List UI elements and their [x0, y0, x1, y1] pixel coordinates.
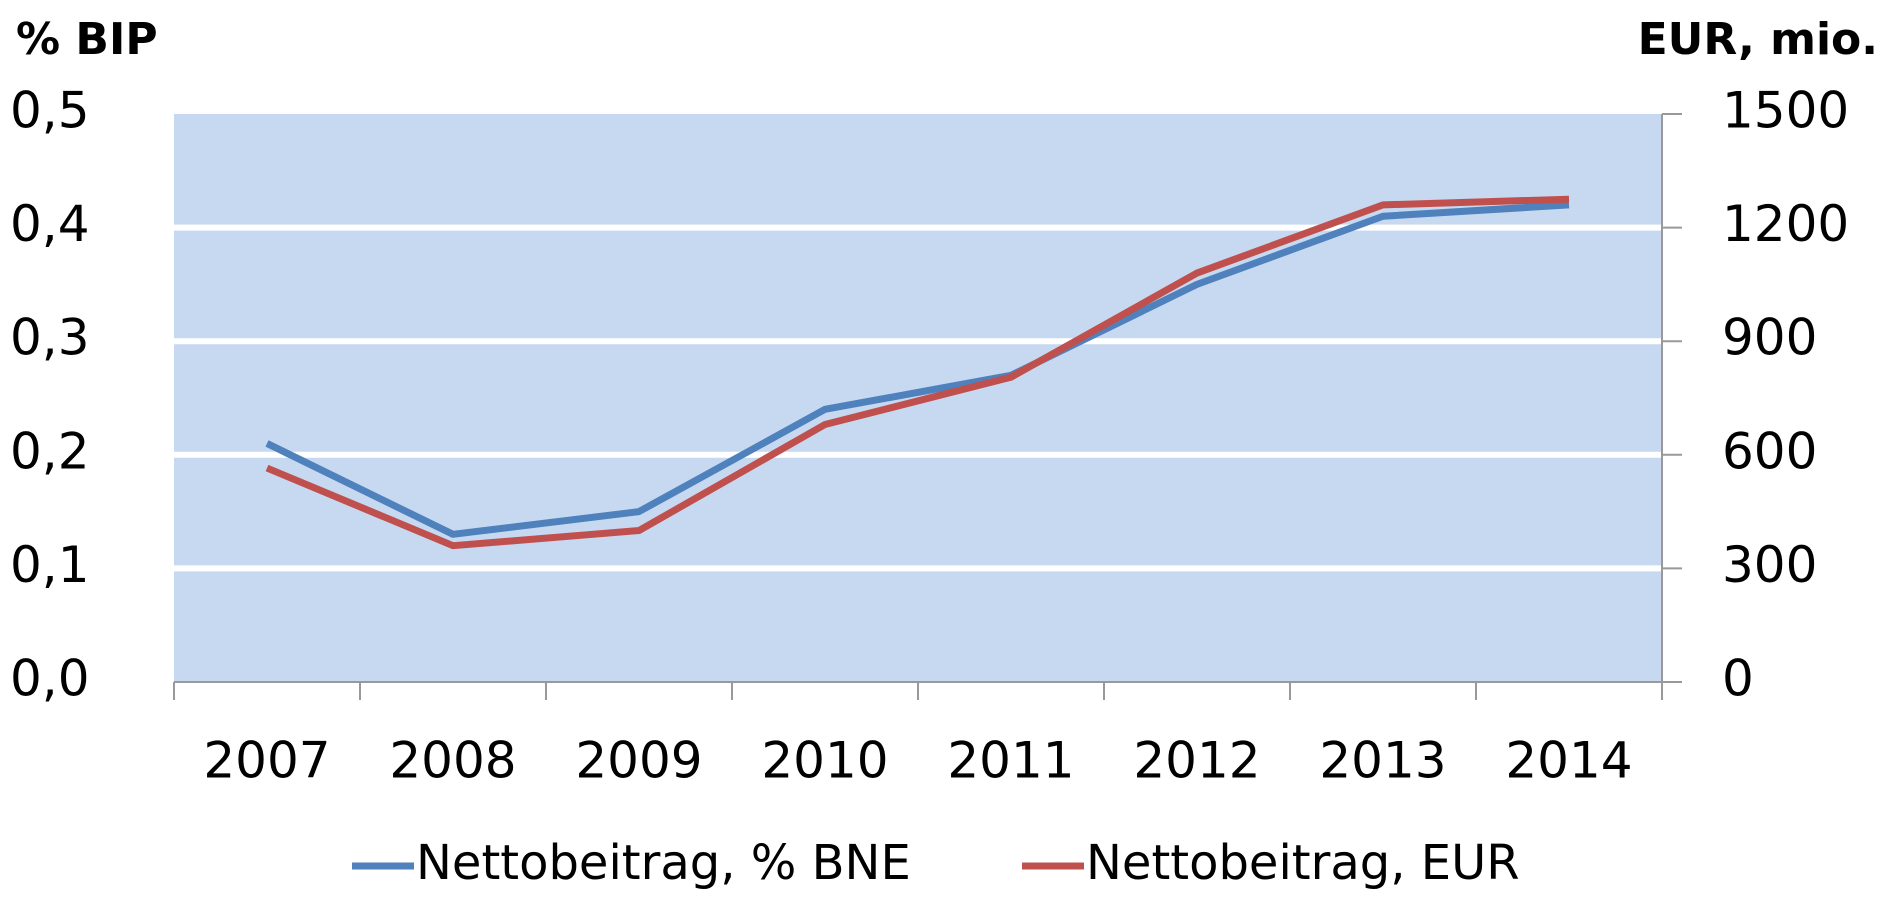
x-tick-label: 2010 [761, 732, 888, 790]
series-line [265, 195, 1570, 550]
y-tick-label: 0,1 [10, 536, 90, 594]
y-tick-label: 0,4 [10, 195, 90, 253]
y2-tick-label: 600 [1722, 422, 1817, 480]
x-tick-label: 2011 [947, 732, 1074, 790]
series-line [265, 201, 1570, 538]
y-axis-title: % BIP [16, 14, 158, 65]
y2-tick-label: 1200 [1722, 195, 1849, 253]
x-tick-label: 2009 [575, 732, 702, 790]
y2-tick-label: 300 [1722, 536, 1817, 594]
y2-tick-label: 0 [1722, 650, 1754, 708]
x-tick-label: 2008 [389, 732, 516, 790]
x-tick-label: 2013 [1319, 732, 1446, 790]
y-tick-label: 0,2 [10, 422, 90, 480]
legend-label: Nettobeitrag, EUR [1086, 835, 1520, 891]
y-tick-label: 0,5 [10, 82, 90, 140]
x-tick-label: 2012 [1133, 732, 1260, 790]
y-tick-label: 0,3 [10, 309, 90, 367]
y2-tick-label: 900 [1722, 309, 1817, 367]
legend-label: Nettobeitrag, % BNE [416, 835, 911, 891]
y-tick-label: 0,0 [10, 650, 90, 708]
x-tick-label: 2007 [203, 732, 330, 790]
y2-tick-label: 1500 [1722, 82, 1849, 140]
y2-axis-title: EUR, mio. [1638, 14, 1878, 65]
x-tick-label: 2014 [1505, 732, 1632, 790]
